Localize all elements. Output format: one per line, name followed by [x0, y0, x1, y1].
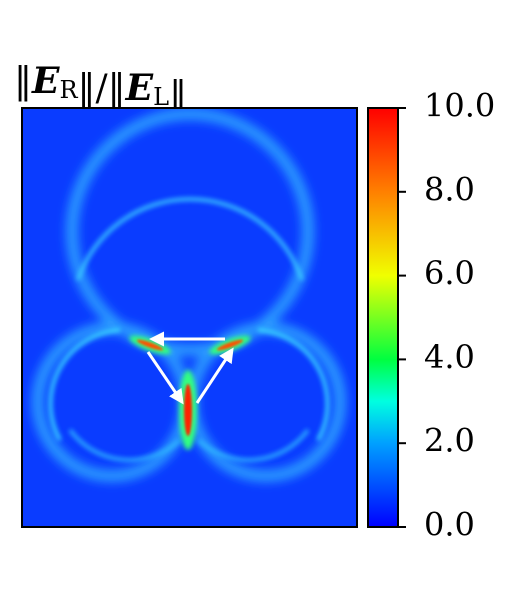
- colorbar-tick-label: 0.0: [424, 506, 475, 544]
- chart-title: ‖ER‖/‖EL‖: [14, 60, 187, 116]
- field-map: [22, 108, 357, 527]
- colorbar-tick-label: 2.0: [424, 422, 475, 460]
- colorbar-tick-label: 6.0: [424, 254, 475, 292]
- colorbar: [368, 108, 398, 527]
- plot-frame: [21, 107, 358, 528]
- colorbar-tick-label: 4.0: [424, 338, 475, 376]
- colorbar-frame: [367, 107, 399, 528]
- colorbar-tick-label: 10.0: [424, 87, 495, 125]
- colorbar-tick-label: 8.0: [424, 170, 475, 208]
